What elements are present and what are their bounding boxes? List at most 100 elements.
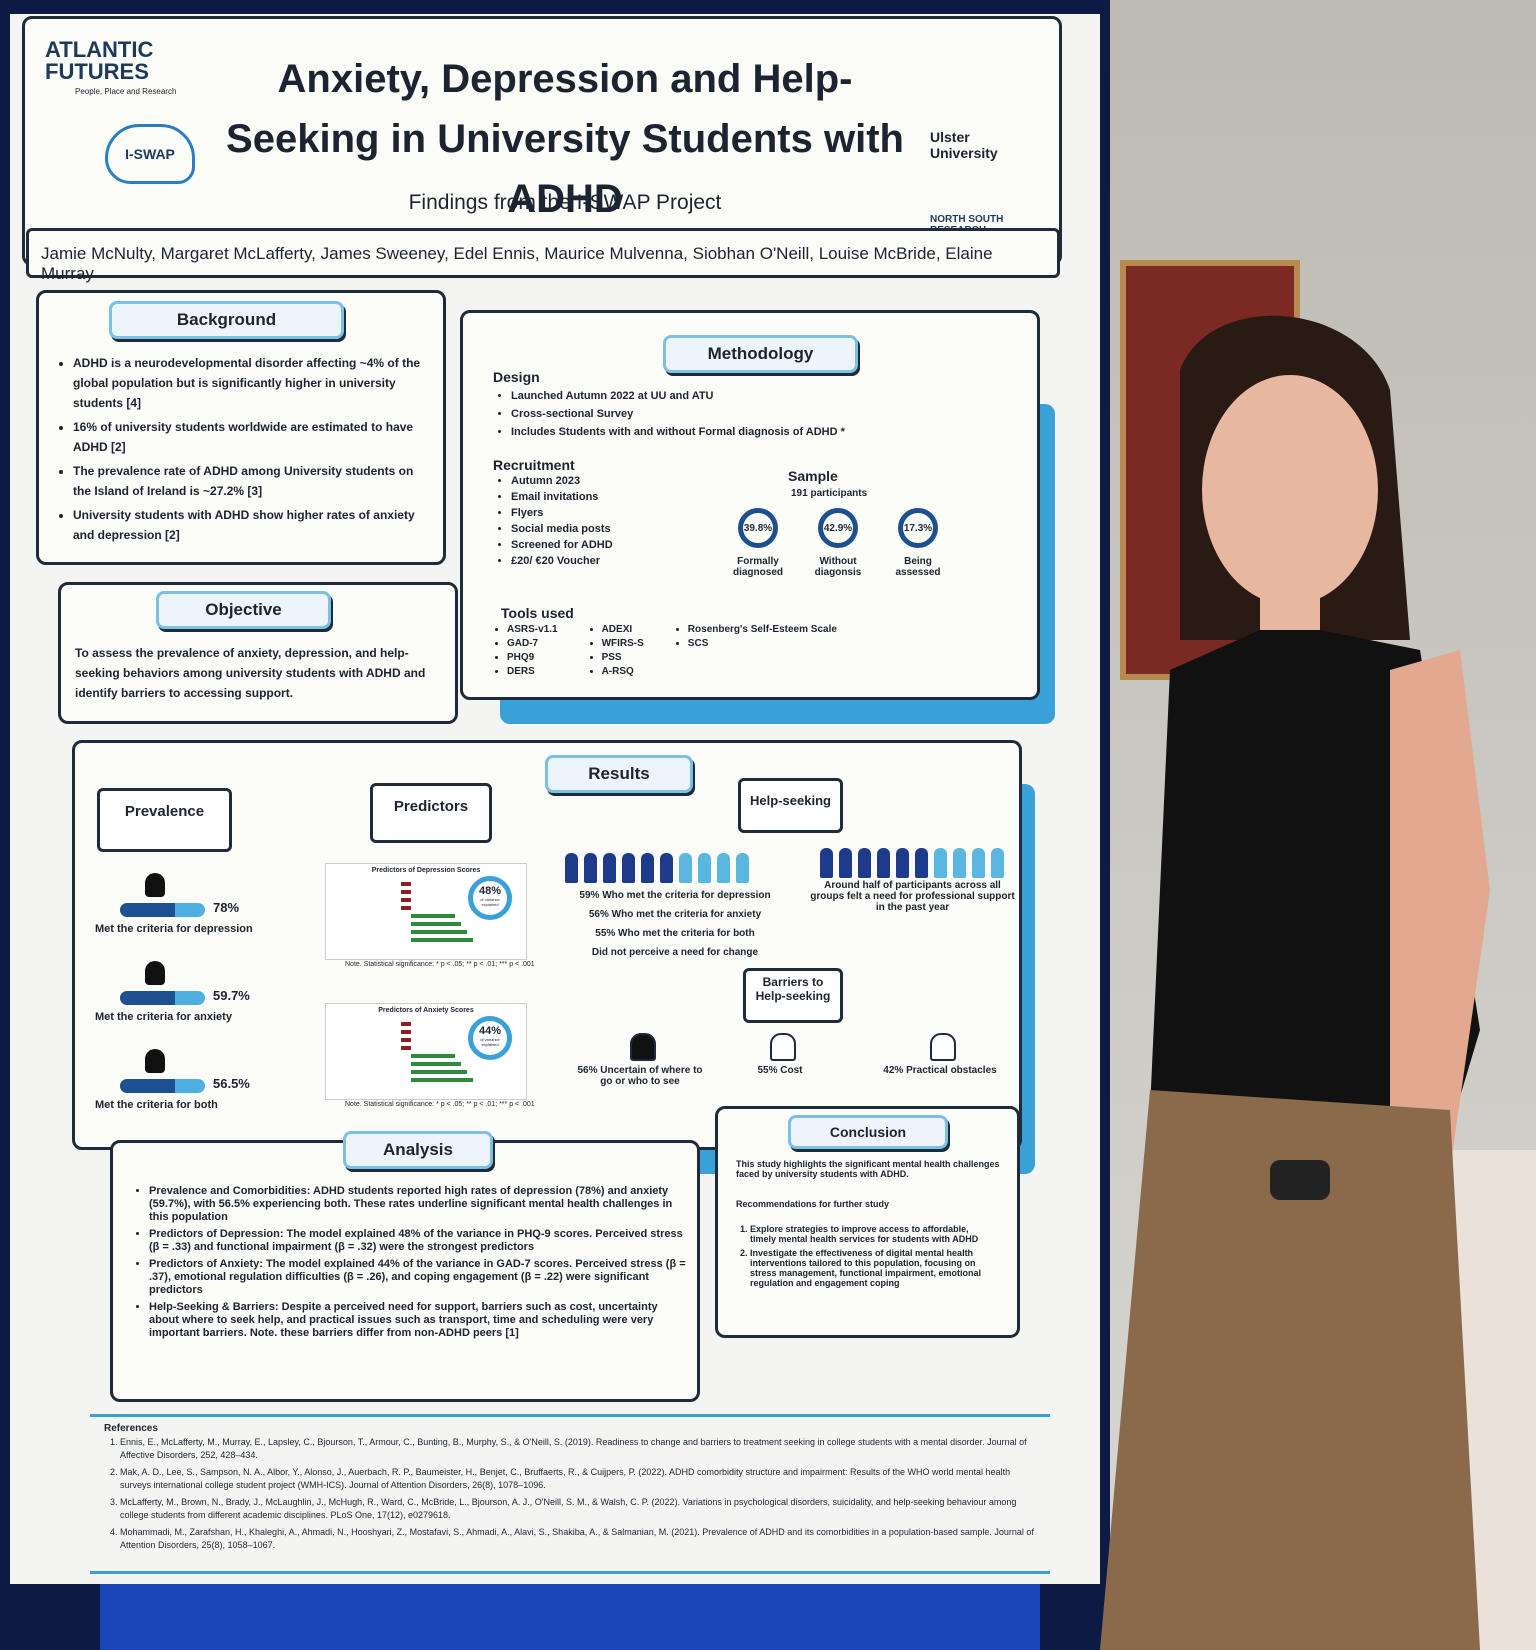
- person-icon: [622, 853, 635, 883]
- list-item: Launched Autumn 2022 at UU and ATU: [511, 389, 1013, 403]
- help-line: Did not perceive a need for change: [591, 947, 759, 958]
- percent: 59.7%: [213, 988, 250, 1003]
- progress-bar: [120, 991, 205, 1005]
- person-icon: [839, 848, 852, 878]
- conclusion-panel: Conclusion This study highlights the sig…: [715, 1106, 1020, 1338]
- list-item: Ennis, E., McLafferty, M., Murray, E., L…: [120, 1436, 1036, 1462]
- tool: SCS: [688, 637, 837, 651]
- objective-text: To assess the prevalence of anxiety, dep…: [75, 646, 426, 700]
- tools: ASRS-v1.1GAD-7PHQ9DERS ADEXIWFIRS-SPSSA-R…: [493, 623, 1023, 693]
- person: [1100, 315, 1490, 1650]
- list-item: Predictors of Anxiety: The model explain…: [149, 1258, 686, 1297]
- tool: ADEXI: [602, 623, 644, 637]
- tool: A-RSQ: [602, 665, 644, 679]
- subheading: Recruitment: [493, 457, 575, 473]
- professional-need: Around half of participants across all g…: [810, 880, 1015, 913]
- person-icon: [736, 853, 749, 883]
- barrier-icon: [770, 1033, 796, 1061]
- chart-bar: [411, 1070, 467, 1074]
- subheading: Tools used: [501, 605, 574, 621]
- person-icon: [698, 853, 711, 883]
- ring-label: Without diagonsis: [814, 556, 862, 578]
- chart-bar: [411, 1078, 473, 1082]
- poster: ATLANTIC FUTURES People, Place and Resea…: [10, 14, 1100, 1584]
- chart-bar: [411, 1054, 455, 1058]
- prevalence-label: Met the criteria for anxiety: [95, 1011, 232, 1023]
- section-heading: Objective: [156, 591, 331, 629]
- barriers: 56% Uncertain of where to go or who to s…: [575, 1033, 997, 1113]
- section-heading: Analysis: [343, 1131, 493, 1169]
- person-icon: [991, 848, 1004, 878]
- person-icon: [145, 961, 165, 985]
- chart-bar: [401, 1022, 411, 1026]
- speech-bubble: Barriers to Help-seeking: [743, 968, 843, 1023]
- logo-tagline: People, Place and Research: [75, 87, 177, 96]
- help-line: 56% Who met the criteria for anxiety: [588, 909, 762, 920]
- analysis-panel: Analysis Prevalence and Comorbidities: A…: [110, 1131, 700, 1402]
- numbered-list: Explore strategies to improve access to …: [736, 1224, 991, 1292]
- prevalence: 78% Met the criteria for depression 59.7% M…: [95, 873, 335, 1143]
- list-item: University students with ADHD show highe…: [73, 505, 425, 545]
- variance-value: 48%: [478, 885, 502, 897]
- ring-label: Being assessed: [895, 556, 941, 578]
- predictor-chart: Predictors of Depression Scores 48% of var…: [325, 863, 527, 960]
- authors: Jamie McNulty, Margaret McLafferty, Jame…: [26, 228, 1060, 283]
- person-icon: [896, 848, 909, 878]
- chart-title: Predictors of Depression Scores: [371, 867, 481, 874]
- chart-bar: [411, 914, 455, 918]
- section-heading: Background: [109, 301, 344, 339]
- tool: Rosenberg's Self-Esteem Scale: [688, 623, 837, 637]
- person-icon: [145, 1049, 165, 1073]
- section-heading: Results: [545, 755, 693, 793]
- person-icon: [820, 848, 833, 878]
- tool: PHQ9: [507, 651, 558, 665]
- variance-value: 44%: [478, 1025, 502, 1037]
- speech-bubble: Help-seeking: [738, 778, 843, 833]
- chart-bar: [411, 930, 467, 934]
- tool-list: ASRS-v1.1GAD-7PHQ9DERS: [493, 623, 558, 693]
- list-item: Screened for ADHD: [511, 539, 693, 551]
- help-line: 55% Who met the criteria for both: [595, 928, 755, 939]
- person-icon: [717, 853, 730, 883]
- person-icon: [603, 853, 616, 883]
- tool: ASRS-v1.1: [507, 623, 558, 637]
- list-item: Mak, A. D., Lee, S., Sampson, N. A., Alb…: [120, 1466, 1036, 1492]
- progress-bar: [120, 1079, 205, 1093]
- logo-atlantic: ATLANTIC FUTURES: [45, 37, 154, 84]
- header: ATLANTIC FUTURES People, Place and Resea…: [22, 16, 1062, 266]
- chart-bar: [411, 938, 473, 942]
- variance-ring: 48% of variance explained: [468, 876, 512, 920]
- people-row: [820, 848, 1005, 878]
- ring-label: Formally diagnosed: [732, 556, 783, 578]
- chart-bar: [401, 1046, 411, 1050]
- results-panel: Results Prevalence 78% Met the criteria f…: [72, 740, 1022, 1150]
- person-icon: [565, 853, 578, 883]
- chart-bar: [401, 1030, 411, 1034]
- list-item: Investigate the effectiveness of digital…: [750, 1248, 991, 1288]
- participants: 191 participants: [791, 488, 868, 499]
- person-icon: [584, 853, 597, 883]
- barrier-icon: [930, 1033, 956, 1061]
- tool: DERS: [507, 665, 558, 679]
- list-item: Predictors of Depression: The model expl…: [149, 1228, 686, 1254]
- person-icon: [953, 848, 966, 878]
- help-seeking-lines: 59% Who met the criteria for depression 5…: [555, 886, 795, 962]
- chart-bar: [401, 882, 411, 886]
- barrier-label: 55% Cost: [757, 1065, 803, 1076]
- list-item: £20/ €20 Voucher: [511, 555, 693, 567]
- person-icon: [641, 853, 654, 883]
- tool-list: Rosenberg's Self-Esteem ScaleSCS: [674, 623, 837, 693]
- list-item: McLafferty, M., Brown, N., Brady, J., Mc…: [120, 1496, 1036, 1522]
- list-item: ADHD is a neurodevelopmental disorder af…: [73, 353, 425, 413]
- barrier-label: 56% Uncertain of where to go or who to s…: [577, 1065, 703, 1087]
- person-icon: [145, 873, 165, 897]
- prevalence-label: Met the criteria for both: [95, 1099, 218, 1111]
- references-panel: References Ennis, E., McLafferty, M., Mu…: [90, 1414, 1050, 1574]
- list-item: Autumn 2023: [511, 475, 693, 487]
- person-icon: [858, 848, 871, 878]
- variance-caption: of variance explained: [480, 1037, 500, 1047]
- chart-bar: [401, 898, 411, 902]
- methodology-panel: Methodology Design Launched Autumn 2022 …: [460, 310, 1040, 700]
- subheading: References: [104, 1423, 158, 1434]
